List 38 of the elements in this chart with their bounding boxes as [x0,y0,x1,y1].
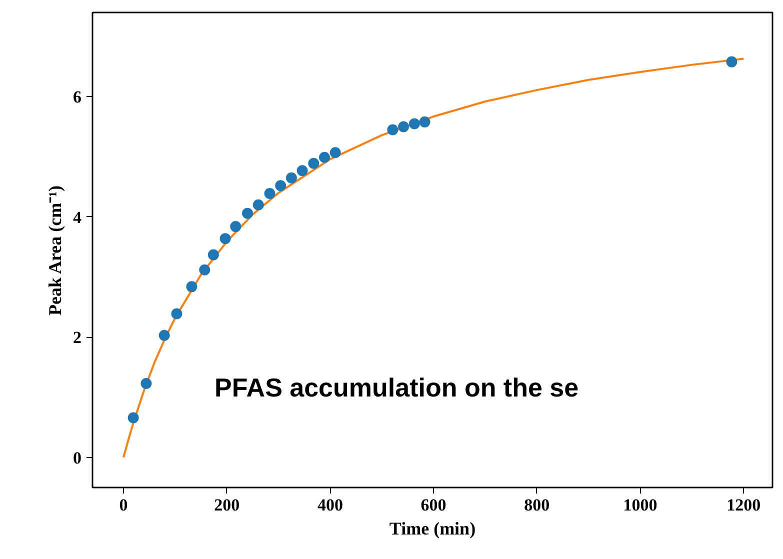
point [252,199,264,210]
y-axis-title: Peak Area (cm⁻¹) [45,185,65,316]
point [158,330,170,341]
point [308,158,320,169]
point [408,118,420,130]
y-tick-label: 0 [73,448,82,468]
point [230,221,242,232]
x-tick-label: 800 [524,496,550,514]
x-tick-label: 600 [420,496,446,514]
point [275,180,286,192]
point [186,281,198,292]
point [264,188,276,199]
point [330,147,341,158]
line-series [122,58,745,458]
point [171,308,182,320]
point [398,121,410,132]
point [419,116,430,128]
point [140,378,152,389]
point [319,152,330,163]
x-axis-title: Time (min) [389,518,476,538]
y-tick-label: 2 [73,328,82,348]
point [220,233,231,244]
y-tick-label: 4 [73,208,82,227]
point [296,165,308,176]
annotation: PFAS accumulation on the se [214,372,579,402]
point [242,208,254,219]
x-tick-label: 1200 [726,496,761,514]
point [208,249,219,260]
point [128,412,139,424]
point [726,56,738,68]
x-tick-label: 400 [317,496,343,514]
point [286,172,297,184]
point [199,264,210,276]
point [387,124,398,136]
x-tick-label: 200 [214,496,240,514]
x-tick-label: 0 [119,496,128,514]
x-tick-label: 1000 [623,496,658,514]
y-tick-label: 6 [73,88,82,107]
